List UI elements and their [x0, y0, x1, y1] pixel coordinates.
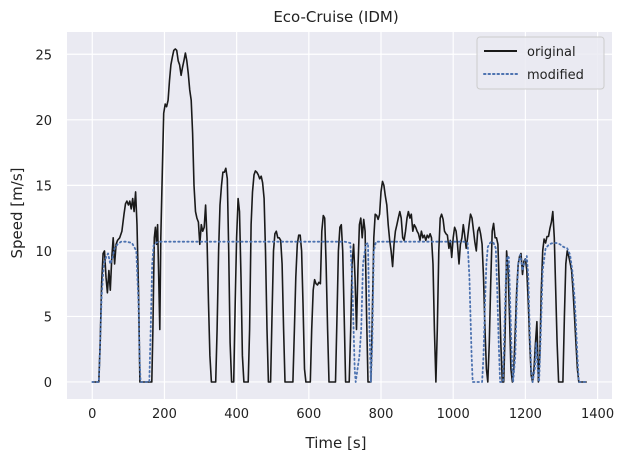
y-tick-label: 10 — [35, 245, 52, 260]
x-tick-label: 1000 — [437, 407, 470, 422]
series-line-modified — [91, 240, 588, 383]
chart-title: Eco-Cruise (IDM) — [273, 8, 398, 26]
x-tick-label: 1400 — [581, 407, 614, 422]
y-tick-label: 5 — [44, 310, 52, 325]
y-tick-label: 15 — [35, 179, 52, 194]
grid-lines — [67, 32, 612, 399]
y-tick-label: 25 — [35, 48, 52, 63]
legend-label-modified: modified — [527, 68, 584, 83]
x-axis-label: Time [s] — [305, 434, 367, 452]
series-lines — [91, 48, 588, 383]
y-tick-label: 20 — [35, 114, 52, 129]
legend-label-original: original — [527, 45, 576, 60]
y-axis-ticks: 0 5 10 15 20 25 — [35, 48, 52, 391]
series-line-original — [92, 48, 587, 383]
x-tick-label: 0 — [88, 407, 96, 422]
legend: original modified — [476, 36, 605, 90]
plot-area — [67, 32, 612, 399]
x-tick-label: 400 — [224, 407, 249, 422]
x-tick-label: 200 — [152, 407, 177, 422]
x-tick-label: 600 — [296, 407, 321, 422]
x-axis-ticks: 0 200 400 600 800 1000 1200 1400 — [88, 407, 614, 422]
y-axis-label: Speed [m/s] — [8, 168, 26, 259]
x-tick-label: 1200 — [509, 407, 542, 422]
x-tick-label: 800 — [369, 407, 394, 422]
y-tick-label: 0 — [44, 376, 52, 391]
